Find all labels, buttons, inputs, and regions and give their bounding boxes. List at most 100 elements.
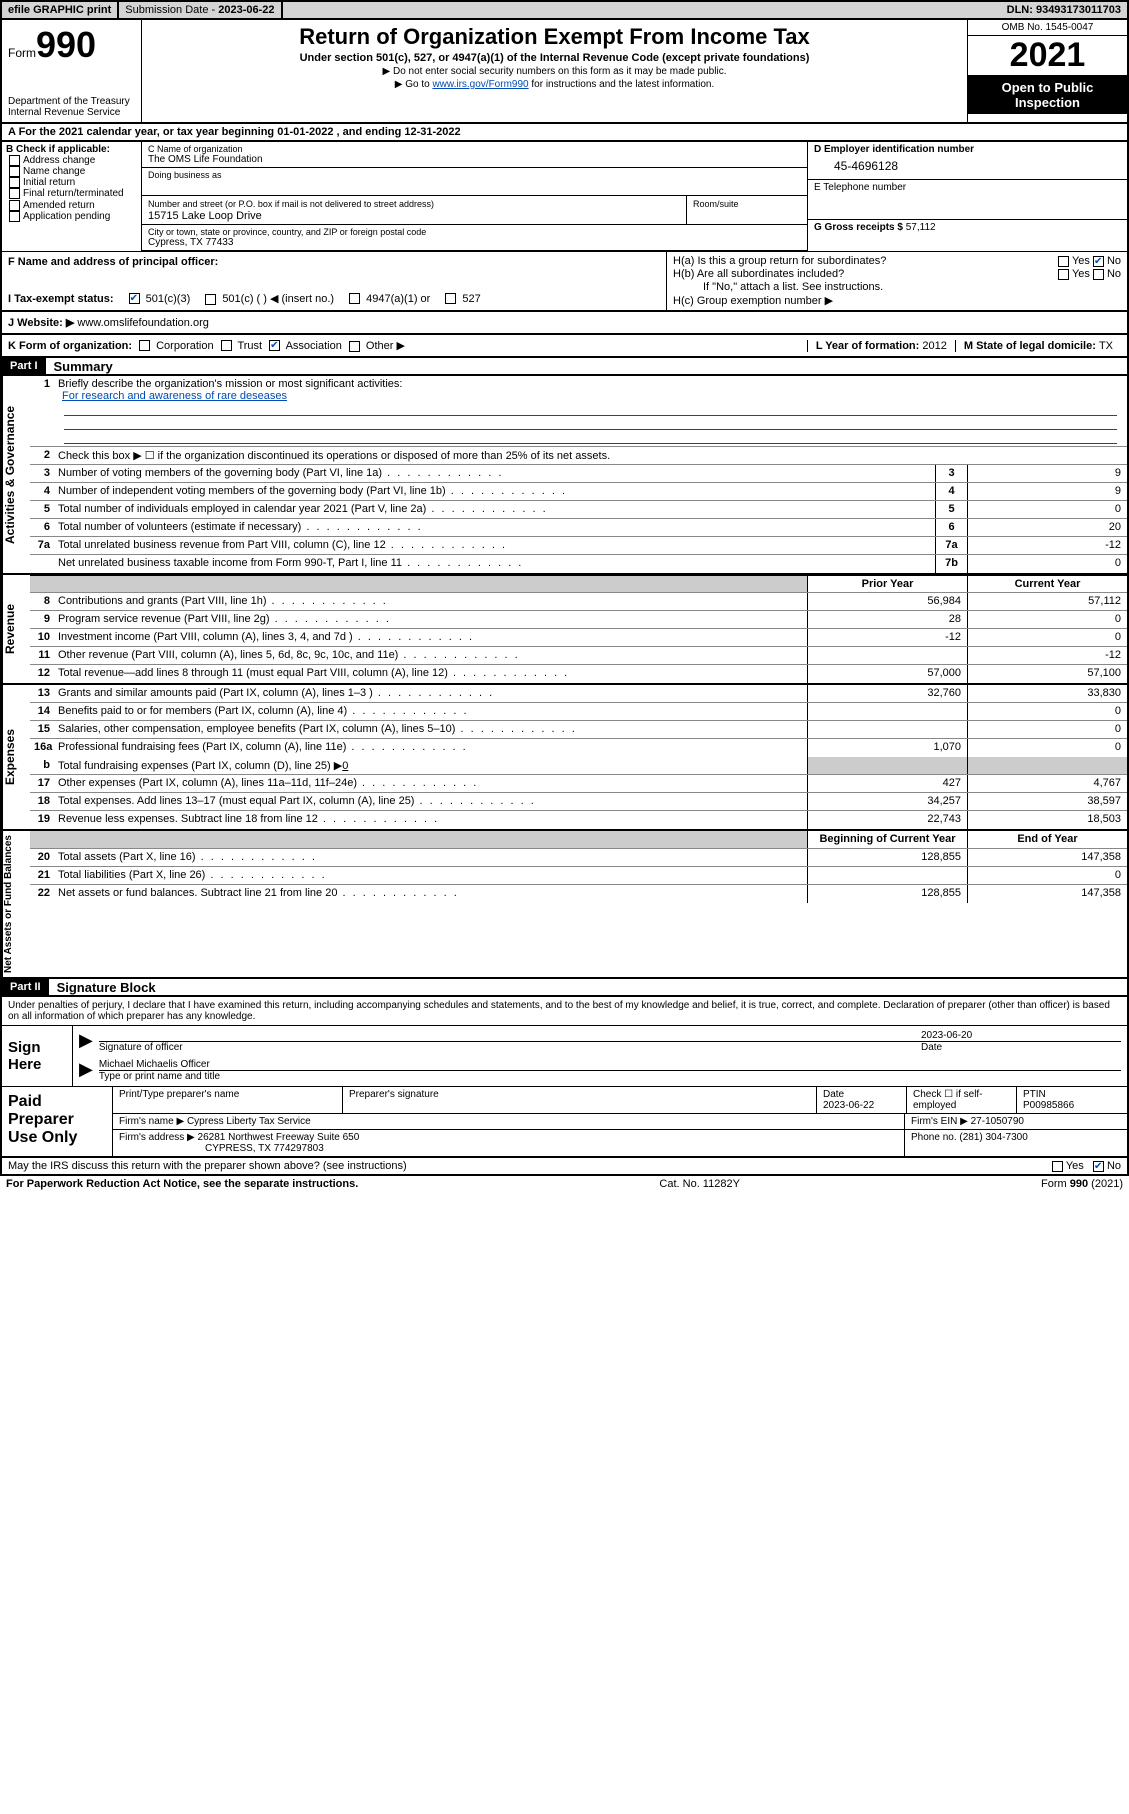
section-revenue: Revenue Prior Year Current Year 8Contrib… xyxy=(0,575,1129,685)
dln: DLN: 93493173011703 xyxy=(1001,2,1127,18)
website-url: www.omslifefoundation.org xyxy=(77,317,208,329)
cb-assoc[interactable]: Association xyxy=(266,340,342,352)
addr-label: Number and street (or P.O. box if mail i… xyxy=(148,199,434,209)
paperwork-notice: For Paperwork Reduction Act Notice, see … xyxy=(6,1178,358,1190)
principal-officer-label: F Name and address of principal officer: xyxy=(8,256,218,268)
firm-address2: CYPRESS, TX 774297803 xyxy=(119,1143,324,1154)
submission-date: Submission Date - 2023-06-22 xyxy=(119,2,282,18)
gross-receipts: 57,112 xyxy=(906,222,936,233)
cb-other[interactable]: Other ▶ xyxy=(346,339,405,352)
hc-label: H(c) Group exemption number ▶ xyxy=(673,294,1121,307)
vtab-ag: Activities & Governance xyxy=(2,376,30,573)
sig-date: 2023-06-20 xyxy=(921,1030,1121,1041)
goto-note: ▶ Go to www.irs.gov/Form990 for instruct… xyxy=(148,79,961,90)
paid-preparer-label: Paid Preparer Use Only xyxy=(2,1087,112,1156)
ha-no[interactable]: No xyxy=(1090,255,1121,267)
discuss-yes[interactable]: Yes xyxy=(1049,1160,1084,1172)
tax-exempt-label: I Tax-exempt status: xyxy=(8,293,114,305)
prep-date: 2023-06-22 xyxy=(823,1100,874,1111)
city-state-zip: Cypress, TX 77433 xyxy=(148,237,801,248)
line1-desc: Briefly describe the organization's miss… xyxy=(58,378,402,390)
col-current-year: Current Year xyxy=(967,576,1127,592)
top-bar: efile GRAPHIC print Submission Date - 20… xyxy=(0,0,1129,20)
ein-label: D Employer identification number xyxy=(814,144,974,155)
section-expenses: Expenses 13Grants and similar amounts pa… xyxy=(0,685,1129,831)
col-end-year: End of Year xyxy=(967,831,1127,848)
mission-text: For research and awareness of rare desea… xyxy=(58,390,287,402)
ssn-note: ▶ Do not enter social security numbers o… xyxy=(148,66,961,77)
discuss-no[interactable]: No xyxy=(1090,1160,1121,1172)
cb-name-change[interactable]: Name change xyxy=(6,166,137,177)
ein-value: 45-4696128 xyxy=(814,155,1121,177)
sign-here-label: Sign Here xyxy=(2,1026,72,1086)
state-domicile: M State of legal domicile: TX xyxy=(955,340,1121,352)
signature-block: Under penalties of perjury, I declare th… xyxy=(0,997,1129,1158)
telephone-label: E Telephone number xyxy=(814,182,906,193)
prep-name-hdr: Print/Type preparer's name xyxy=(113,1087,343,1113)
form-header: Form990 Department of the Treasury Inter… xyxy=(0,20,1129,124)
section-net-assets: Net Assets or Fund Balances Beginning of… xyxy=(0,831,1129,979)
ha-label: H(a) Is this a group return for subordin… xyxy=(673,255,886,267)
row-k: K Form of organization: Corporation Trus… xyxy=(0,335,1129,358)
vtab-netassets: Net Assets or Fund Balances xyxy=(2,831,30,977)
cb-address-change[interactable]: Address change xyxy=(6,155,137,166)
page-footer: For Paperwork Reduction Act Notice, see … xyxy=(0,1176,1129,1192)
irs-discuss-row: May the IRS discuss this return with the… xyxy=(0,1158,1129,1176)
cat-no: Cat. No. 11282Y xyxy=(659,1178,740,1190)
ptin: P00985866 xyxy=(1023,1100,1074,1111)
prep-sig-hdr: Preparer's signature xyxy=(343,1087,817,1113)
hb-note: If "No," attach a list. See instructions… xyxy=(673,281,1121,293)
room-label: Room/suite xyxy=(693,199,739,209)
omb-number: OMB No. 1545-0047 xyxy=(968,20,1127,36)
efile-print-button[interactable]: efile GRAPHIC print xyxy=(2,2,119,18)
gross-receipts-label: G Gross receipts $ xyxy=(814,222,906,233)
dept-treasury: Department of the Treasury Internal Reve… xyxy=(8,96,135,118)
cb-501c[interactable]: 501(c) ( ) ◀ (insert no.) xyxy=(202,292,334,305)
irs-link[interactable]: www.irs.gov/Form990 xyxy=(432,79,528,90)
form-ref: Form 990 (2021) xyxy=(1041,1178,1123,1190)
org-name-label: C Name of organization xyxy=(148,144,801,154)
firm-phone: (281) 304-7300 xyxy=(959,1132,1027,1143)
firm-address: 26281 Northwest Freeway Suite 650 xyxy=(198,1132,360,1143)
cb-4947[interactable]: 4947(a)(1) or xyxy=(346,293,430,305)
firm-ein: 27-1050790 xyxy=(971,1116,1024,1127)
entity-block: B Check if applicable: Address change Na… xyxy=(0,142,1129,251)
cb-final-return[interactable]: Final return/terminated xyxy=(6,188,137,199)
hb-yes[interactable]: Yes xyxy=(1055,268,1090,280)
type-name-label: Type or print name and title xyxy=(99,1071,1121,1082)
part2-header: Part II Signature Block xyxy=(0,979,1129,997)
cb-app-pending[interactable]: Application pending xyxy=(6,211,137,222)
ha-yes[interactable]: Yes xyxy=(1055,255,1090,267)
city-label: City or town, state or province, country… xyxy=(148,227,801,237)
col-begin-year: Beginning of Current Year xyxy=(807,831,967,848)
self-employed-cb[interactable]: Check ☐ if self-employed xyxy=(907,1087,1017,1113)
row-j-website: J Website: ▶ www.omslifefoundation.org xyxy=(0,312,1129,335)
cb-corp[interactable]: Corporation xyxy=(136,340,214,352)
hb-no[interactable]: No xyxy=(1090,268,1121,280)
hb-label: H(b) Are all subordinates included? xyxy=(673,268,844,280)
col-b-checkboxes: B Check if applicable: Address change Na… xyxy=(2,142,142,251)
perjury-declaration: Under penalties of perjury, I declare th… xyxy=(2,997,1127,1025)
part1-header: Part I Summary xyxy=(0,358,1129,376)
form-subtitle: Under section 501(c), 527, or 4947(a)(1)… xyxy=(148,52,961,64)
cb-501c3[interactable]: 501(c)(3) xyxy=(126,293,191,305)
form-title: Return of Organization Exempt From Incom… xyxy=(148,24,961,50)
cb-initial-return[interactable]: Initial return xyxy=(6,177,137,188)
form-number: Form990 xyxy=(8,24,135,66)
vtab-expenses: Expenses xyxy=(2,685,30,829)
cb-527[interactable]: 527 xyxy=(442,293,480,305)
org-name: The OMS Life Foundation xyxy=(148,154,801,165)
section-activities-governance: Activities & Governance 1 Briefly descri… xyxy=(0,376,1129,575)
cb-amended[interactable]: Amended return xyxy=(6,200,137,211)
officer-name: Michael Michaelis Officer xyxy=(99,1059,1121,1071)
year-formation: L Year of formation: 2012 xyxy=(807,340,955,352)
dba-label: Doing business as xyxy=(148,170,801,180)
sig-officer-label: Signature of officer xyxy=(99,1042,921,1053)
cb-trust[interactable]: Trust xyxy=(218,340,263,352)
firm-name: Cypress Liberty Tax Service xyxy=(187,1116,311,1127)
vtab-revenue: Revenue xyxy=(2,575,30,683)
row-a-tax-year: A For the 2021 calendar year, or tax yea… xyxy=(0,124,1129,142)
row-fh: F Name and address of principal officer:… xyxy=(0,251,1129,312)
tax-year: 2021 xyxy=(968,36,1127,76)
street-address: 15715 Lake Loop Drive xyxy=(148,210,262,222)
